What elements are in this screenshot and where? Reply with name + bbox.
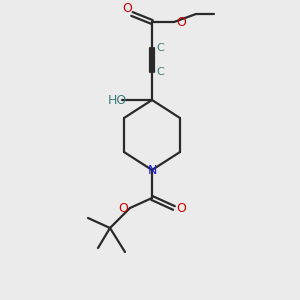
Text: C: C [156, 67, 164, 77]
Text: O: O [176, 16, 186, 28]
Text: HO: HO [108, 94, 127, 106]
Text: N: N [147, 164, 157, 176]
Text: O: O [118, 202, 128, 214]
Text: C: C [156, 43, 164, 53]
Text: O: O [176, 202, 186, 214]
Text: O: O [122, 2, 132, 16]
